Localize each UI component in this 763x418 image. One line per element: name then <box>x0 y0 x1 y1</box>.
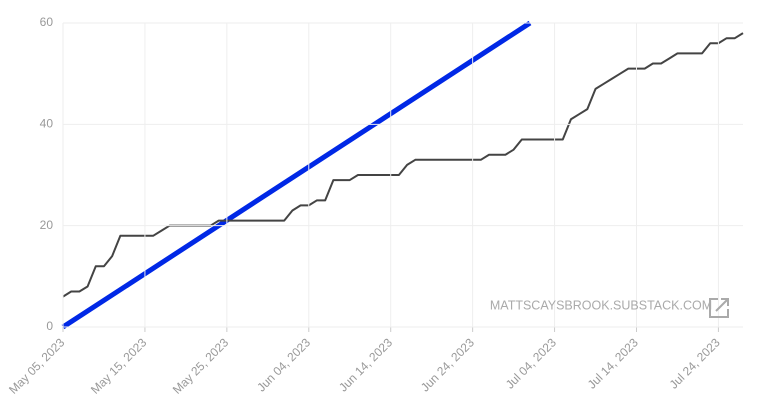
series-line <box>62 32 744 298</box>
y-tick-label: 0 <box>46 319 53 333</box>
x-tick-label: Jul 14, 2023 <box>585 335 641 391</box>
x-tick-label: May 15, 2023 <box>88 335 150 397</box>
y-tick-label: 40 <box>40 117 54 131</box>
series-line <box>61 20 532 330</box>
y-tick-label: 20 <box>40 218 54 232</box>
x-tick-label: May 25, 2023 <box>170 335 232 397</box>
y-tick-label: 60 <box>40 15 54 29</box>
x-tick-label: Jun 24, 2023 <box>418 335 477 394</box>
x-tick-label: Jul 04, 2023 <box>503 335 559 391</box>
external-link-icon[interactable] <box>709 298 729 318</box>
x-tick-label: Jun 14, 2023 <box>336 335 395 394</box>
x-tick-label: May 05, 2023 <box>6 335 68 397</box>
watermark: MATTSCAYSBROOK.SUBSTACK.COM <box>490 298 712 312</box>
x-tick-label: Jul 24, 2023 <box>667 335 723 391</box>
x-tick-label: Jun 04, 2023 <box>254 335 313 394</box>
